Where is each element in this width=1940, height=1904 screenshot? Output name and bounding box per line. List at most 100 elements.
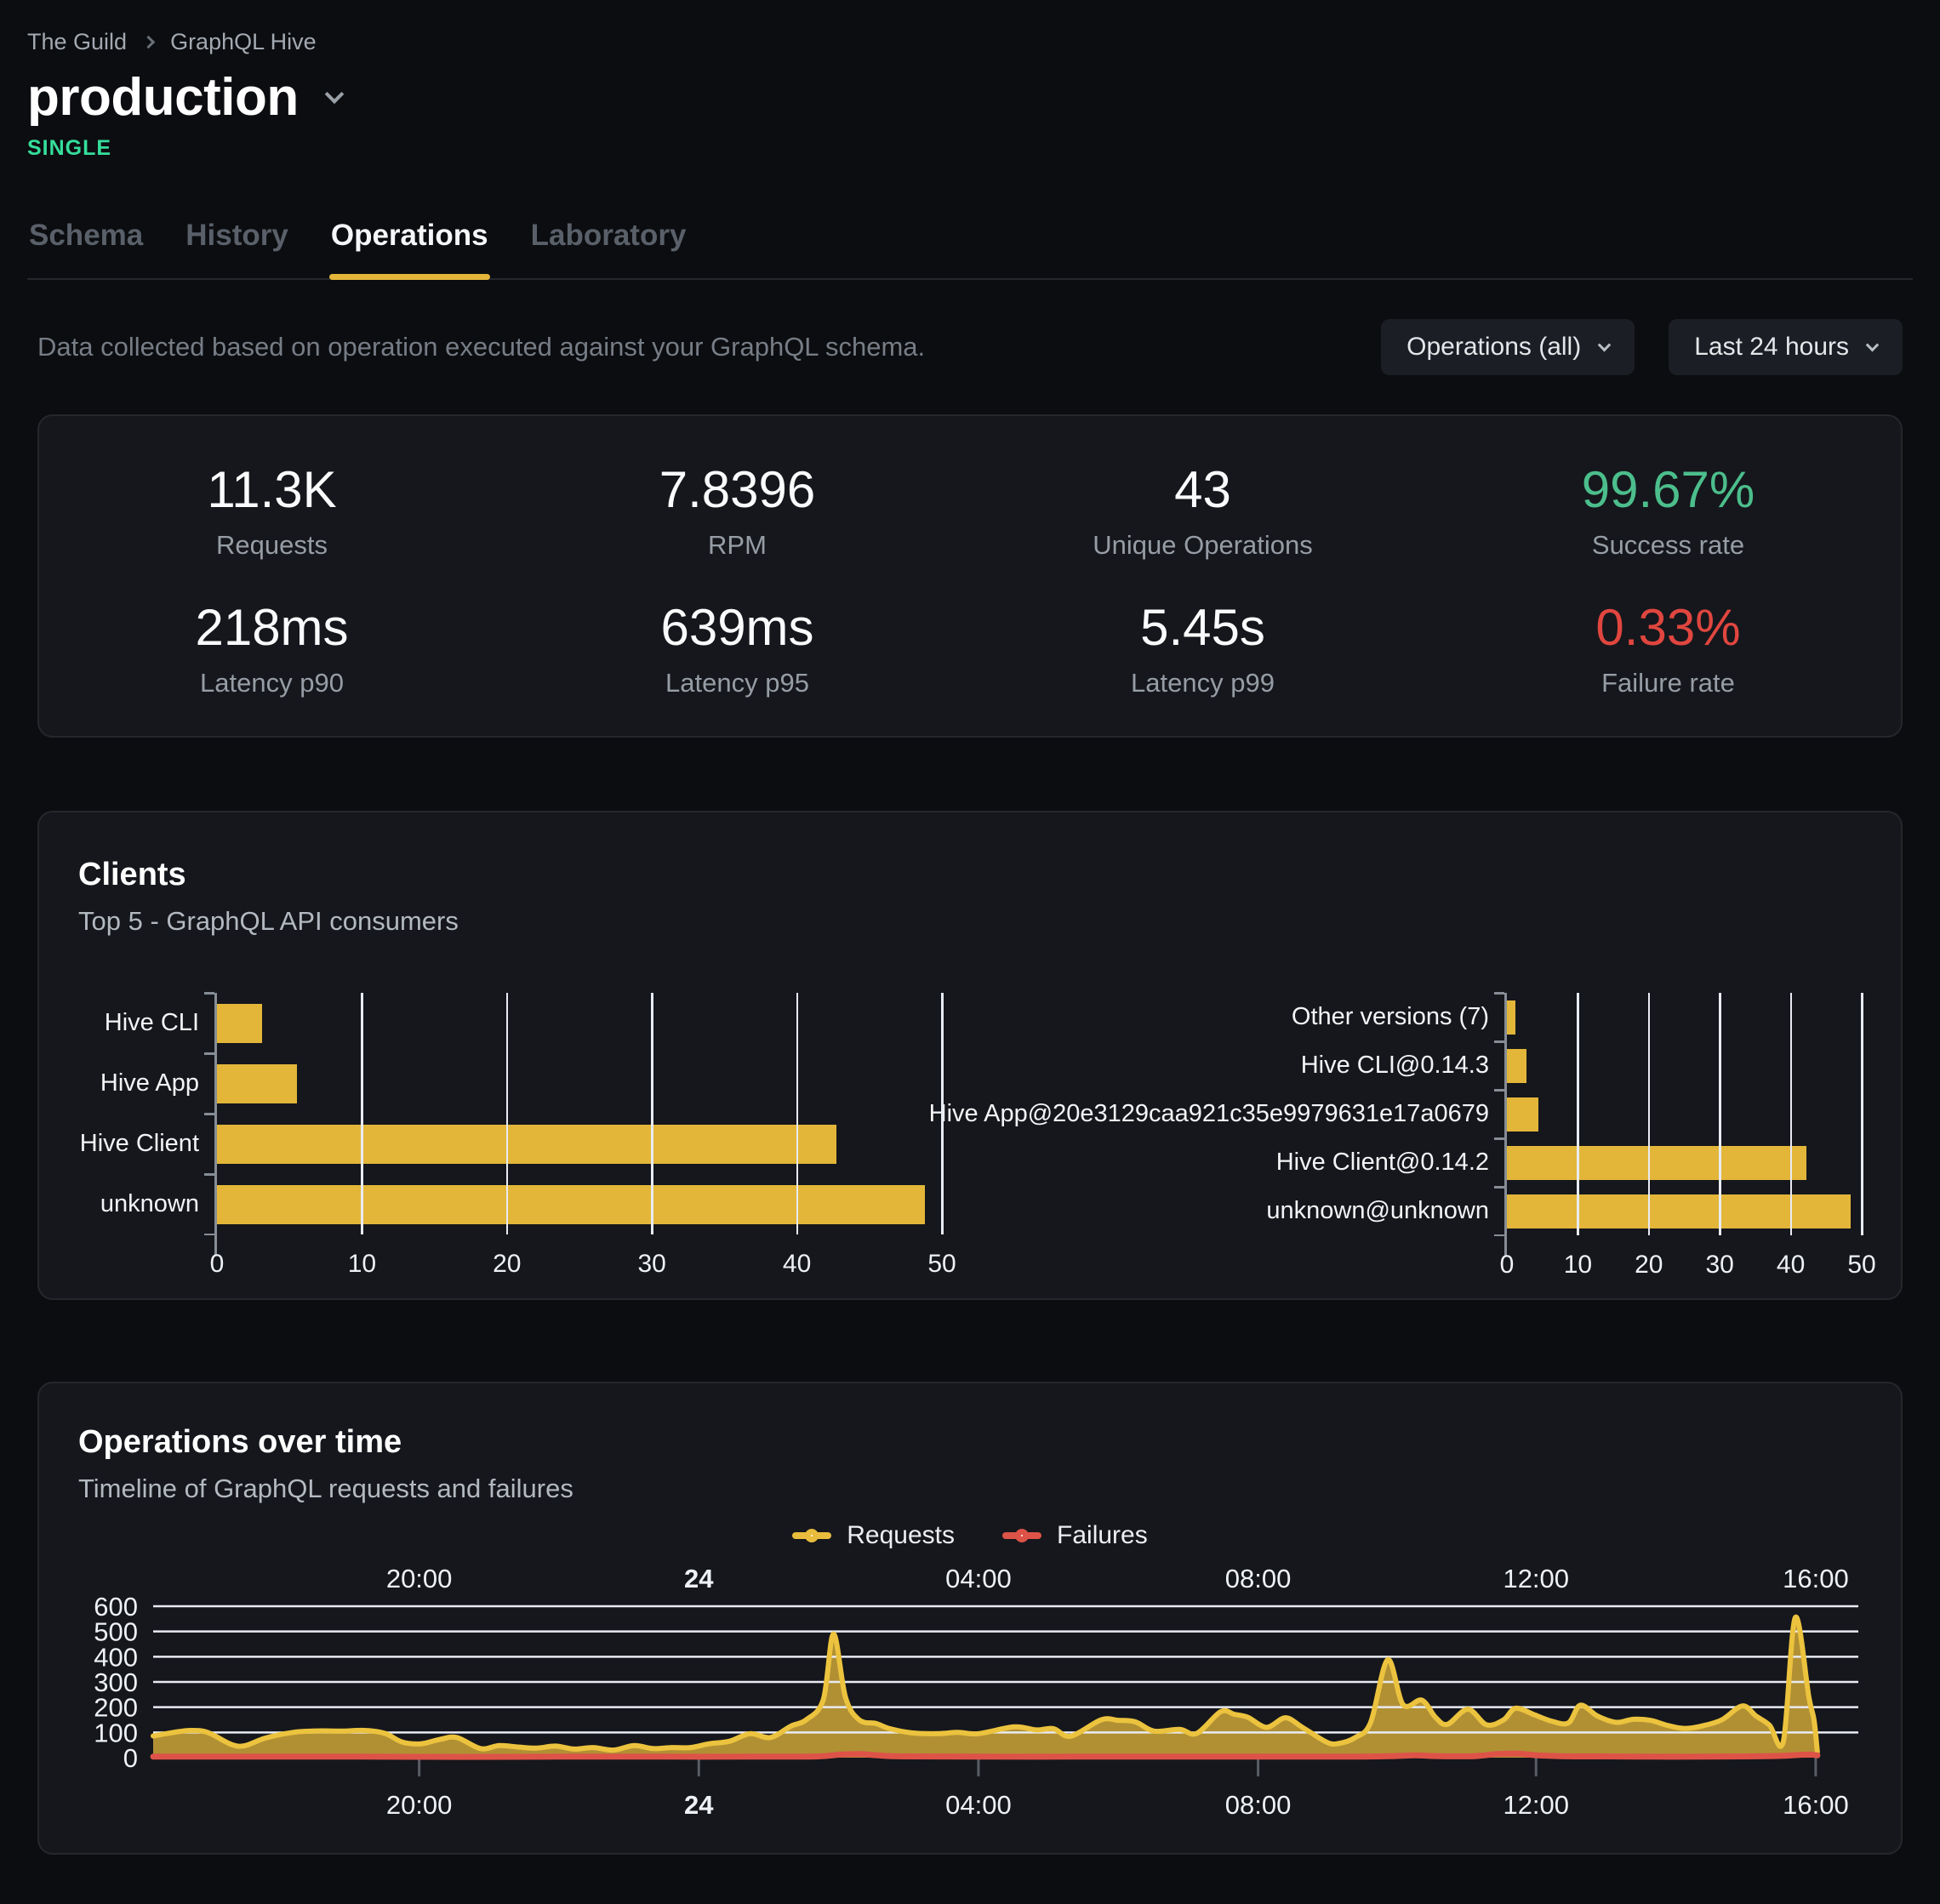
bar-category-label: Hive App@20e3129caa921c35e9979631e17a067… [928,1100,1489,1127]
period-filter-label: Last 24 hours [1694,333,1849,361]
stat-value: 99.67% [1581,461,1755,518]
breadcrumb: The Guild GraphQL Hive [27,29,1913,55]
breadcrumb-org[interactable]: The Guild [27,29,128,54]
gridline [1647,993,1651,1235]
axis-tick-label: 20 [493,1250,522,1278]
stat-latency-p95: 639ms Latency p95 [505,598,970,698]
legend-item-failures[interactable]: Failures [1002,1521,1148,1550]
y-axis-tick-label: 100 [94,1718,138,1747]
stat-value: 11.3K [207,461,337,518]
stat-value: 639ms [660,599,814,656]
stat-label: Unique Operations [1093,530,1313,560]
bar-category-label: unknown@unknown [1266,1197,1489,1224]
ops-card-subtitle: Timeline of GraphQL requests and failure… [78,1474,573,1503]
axis-tick-label: 40 [782,1250,812,1278]
x-axis-bottom-label: 20:00 [386,1790,453,1820]
operations-filter-label: Operations (all) [1406,333,1582,361]
bar-category-label: Hive Client [79,1130,199,1157]
bar-category-label: Hive Client@0.14.2 [1275,1149,1489,1176]
operations-filter-dropdown[interactable]: Operations (all) [1381,319,1635,375]
client-versions-bar-plot: 0 10 20 30 40 50 [1494,992,1876,1279]
bar [217,1124,836,1164]
bar [217,1184,925,1224]
bar [1507,1048,1526,1083]
chevron-down-icon[interactable] [324,83,345,104]
breadcrumb-project[interactable]: GraphQL Hive [170,29,317,54]
gridline [651,993,653,1234]
clients-card: Clients Top 5 - GraphQL API consumers Hi… [37,811,1903,1300]
legend-item-requests[interactable]: Requests [792,1521,955,1550]
stat-rpm: 7.8396 RPM [505,460,970,561]
chevron-down-icon [1597,338,1612,351]
ops-card-title: Operations over time [78,1424,402,1460]
bar [1507,1194,1852,1228]
main-content: Data collected based on operation execut… [0,319,1940,1855]
stat-label: Failure rate [1601,668,1735,698]
y-axis-tick-label: 300 [94,1667,138,1697]
gridline [796,993,799,1234]
axis-tick-label: 10 [347,1250,377,1278]
tab-operations[interactable]: Operations [328,210,490,280]
x-axis-top-label: 04:00 [945,1565,1012,1593]
tab-laboratory[interactable]: Laboratory [530,219,687,252]
requests-series-icon [792,1529,832,1542]
x-axis-bottom-label: 08:00 [1225,1790,1292,1820]
bar-category-label: Hive App [100,1069,199,1097]
x-axis-bottom-label: 12:00 [1503,1790,1569,1820]
axis-tick-label: 40 [1776,1251,1806,1279]
stat-label: RPM [708,530,767,560]
bar-category-label: unknown [100,1190,199,1217]
stat-value: 5.45s [1140,599,1265,656]
stat-unique-operations: 43 Unique Operations [970,460,1435,561]
y-axis-tick-label: 400 [94,1642,138,1672]
axis-tick-label: 30 [1705,1251,1734,1279]
period-filter-dropdown[interactable]: Last 24 hours [1669,319,1903,375]
axis-tick-label: 20 [1635,1251,1663,1279]
x-axis-top-label: 08:00 [1225,1565,1292,1593]
axis-tick-label: 10 [1563,1251,1593,1279]
bar-category-label: Hive CLI@0.14.3 [1300,1052,1489,1079]
stats-card: 11.3K Requests 7.8396 RPM 43 Unique Oper… [37,414,1903,738]
bar [217,1003,262,1043]
client-versions-bar-chart: Other versions (7) Hive CLI@0.14.3 Hive Ap… [928,992,1876,1279]
clients-card-subtitle: Top 5 - GraphQL API consumers [78,906,459,936]
tab-history[interactable]: History [185,219,288,252]
y-axis-tick-label: 200 [94,1693,138,1723]
gridline [941,993,944,1234]
stat-label: Success rate [1591,530,1745,560]
stat-success-rate: 99.67% Success rate [1435,460,1901,561]
bar-category-label: Other versions (7) [1291,1003,1489,1030]
stat-failure-rate: 0.33% Failure rate [1435,598,1901,698]
stat-value: 7.8396 [659,461,816,518]
gridline [361,993,363,1234]
y-axis-tick-label: 600 [94,1592,138,1622]
description-text: Data collected based on operation execut… [37,332,926,362]
axis-tick-label: 30 [637,1250,666,1278]
stat-value: 218ms [195,599,349,656]
stat-label: Requests [216,530,328,560]
axis-tick-label: 0 [209,1250,225,1278]
x-axis-top-label: 24 [684,1565,714,1593]
legend-label: Requests [847,1521,956,1549]
y-axis-tick-label: 0 [123,1743,138,1773]
page-title: production [27,68,299,127]
operations-over-time-card: Operations over time Timeline of GraphQL… [37,1382,1903,1855]
bar [1507,1097,1538,1132]
clients-card-title: Clients [78,857,186,892]
y-axis-tick-label: 500 [94,1617,138,1647]
requests-area [153,1616,1817,1758]
gridline [1789,993,1793,1235]
stat-value: 43 [1174,461,1231,518]
tab-schema[interactable]: Schema [29,219,144,252]
failures-line [150,1750,1821,1760]
stat-label: Latency p99 [1131,668,1275,698]
x-axis-bottom-label: 16:00 [1783,1790,1849,1820]
target-mode-badge: SINGLE [27,136,112,160]
legend-label: Failures [1057,1521,1148,1549]
requests-line [151,1615,1820,1755]
stat-value: 0.33% [1595,599,1741,656]
bar [217,1063,297,1103]
gridline [505,993,509,1234]
chevron-right-icon [141,35,156,49]
failures-series-icon [1002,1529,1042,1542]
